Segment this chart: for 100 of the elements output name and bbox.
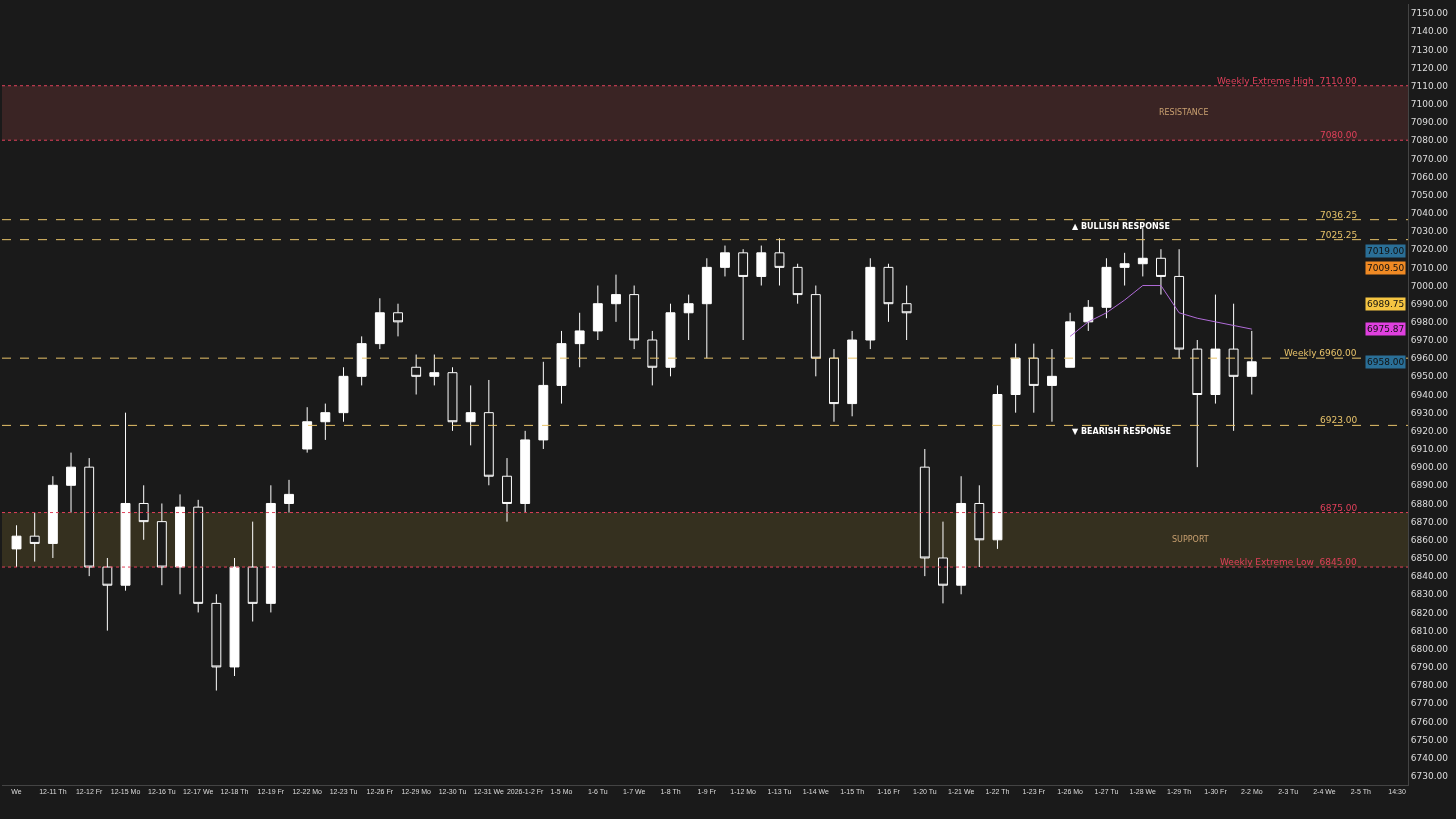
ref-line-label: Weekly 6960.00 — [1284, 348, 1357, 358]
candlestick — [211, 593, 222, 692]
annotation: ▲ BULLISH RESPONSE — [1072, 222, 1170, 231]
candlestick — [1210, 294, 1221, 405]
candlestick — [356, 335, 367, 386]
candlestick — [374, 297, 385, 350]
ref-line-label: 6875.00 — [1320, 503, 1358, 513]
candlestick — [665, 303, 676, 377]
annotation: 6958.00 — [1367, 357, 1405, 367]
candlestick — [520, 430, 531, 514]
candlestick — [1174, 248, 1185, 359]
y-tick-label: 7150.00 — [1410, 8, 1449, 19]
candlestick — [847, 330, 858, 417]
candlestick — [265, 484, 276, 613]
annotation: 7019.00 — [1367, 246, 1405, 256]
candlestick — [247, 521, 258, 623]
candlestick — [1028, 343, 1039, 414]
y-tick-label: 6800.00 — [1410, 643, 1449, 654]
y-tick-label: 6740.00 — [1410, 752, 1449, 763]
y-tick-label: 6880.00 — [1410, 498, 1449, 509]
y-tick-label: 6980.00 — [1410, 317, 1449, 327]
candlestick — [66, 452, 76, 514]
ref-line-label: Weekly Extreme High 7110.00 — [1217, 76, 1357, 86]
y-tick-label: 6940.00 — [1410, 389, 1449, 400]
y-tick-label: 6770.00 — [1410, 698, 1449, 709]
y-tick-label: 6900.00 — [1410, 462, 1449, 473]
y-tick-label: 7060.00 — [1410, 171, 1449, 182]
y-tick-label: 6920.00 — [1410, 425, 1449, 436]
candlestick — [1065, 312, 1076, 368]
y-tick-label: 6970.00 — [1410, 335, 1449, 346]
y-tick-label: 7030.00 — [1410, 226, 1449, 237]
candlestick — [738, 248, 749, 341]
candlestick — [1228, 303, 1239, 432]
candlestick — [956, 475, 967, 595]
candlestick — [411, 354, 422, 395]
candlestick — [84, 457, 95, 577]
y-tick-label: 6850.00 — [1410, 553, 1449, 564]
candlestick — [120, 412, 131, 592]
candlestick — [701, 257, 712, 359]
ref-line-label: Weekly Extreme Low 6845.00 — [1220, 557, 1358, 567]
candlestick — [11, 524, 22, 568]
y-tick-label: 6910.00 — [1410, 444, 1449, 455]
candlestick — [629, 285, 640, 350]
y-tick-label: 6750.00 — [1410, 734, 1449, 745]
y-tick-label: 6870.00 — [1410, 516, 1449, 527]
candlestick — [1101, 257, 1112, 319]
y-tick-label: 7130.00 — [1410, 44, 1449, 55]
candlestick — [647, 330, 658, 386]
band-label: RESISTANCE — [1159, 108, 1209, 117]
annotation: 6975.87 — [1367, 324, 1405, 334]
y-tick-label: 6810.00 — [1410, 625, 1449, 636]
y-tick-label: 7040.00 — [1410, 208, 1449, 219]
candlestick — [992, 384, 1003, 550]
candlestick — [102, 557, 113, 632]
candlestick — [538, 361, 549, 450]
candlestick — [1010, 343, 1021, 414]
y-tick-label: 6830.00 — [1410, 589, 1449, 600]
y-tick-label: 6960.00 — [1410, 353, 1449, 364]
y-tick-label: 6760.00 — [1410, 716, 1449, 727]
candlestick — [829, 348, 839, 423]
candlestick — [193, 499, 204, 613]
candlestick — [1246, 330, 1257, 395]
y-tick-label: 7080.00 — [1410, 135, 1449, 146]
candlestick — [883, 263, 894, 323]
candlestick — [338, 366, 349, 423]
candlestick — [138, 484, 149, 541]
candlestick — [156, 502, 167, 586]
ref-line-label: 7036.25 — [1320, 210, 1358, 220]
candlestick — [556, 330, 567, 405]
candlestick — [901, 285, 912, 341]
candlestick — [938, 521, 948, 604]
y-tick-label: 7140.00 — [1410, 26, 1449, 37]
y-tick-label: 7110.00 — [1410, 80, 1449, 91]
candlestick — [429, 354, 440, 386]
candlestick — [683, 294, 694, 341]
candlestick — [974, 484, 985, 568]
annotation: 7009.50 — [1367, 263, 1405, 273]
candlestick — [1156, 248, 1166, 296]
candlestick — [175, 493, 185, 595]
candlestick — [756, 245, 767, 287]
candlestick — [810, 285, 821, 377]
candlestick — [1119, 252, 1130, 287]
candlestick — [47, 475, 58, 559]
line-series — [1069, 285, 1253, 337]
y-tick-label: 7120.00 — [1410, 62, 1449, 73]
y-tick-label: 7010.00 — [1410, 262, 1449, 273]
y-tick-label: 6930.00 — [1410, 407, 1449, 418]
y-tick-label: 6730.00 — [1410, 771, 1449, 782]
y-tick-label: 7090.00 — [1410, 117, 1449, 128]
y-tick-label: 7000.00 — [1410, 280, 1449, 291]
ref-line-label: 7025.25 — [1320, 230, 1358, 240]
ref-line-label: 7080.00 — [1320, 130, 1358, 140]
candlestick — [393, 303, 403, 337]
candlestick — [574, 312, 585, 368]
candlestick — [792, 263, 803, 305]
candlestick — [302, 406, 313, 454]
candlestick — [447, 366, 458, 432]
y-tick-label: 6860.00 — [1410, 534, 1449, 545]
candlestick — [1083, 299, 1094, 332]
candlestick — [774, 237, 785, 287]
